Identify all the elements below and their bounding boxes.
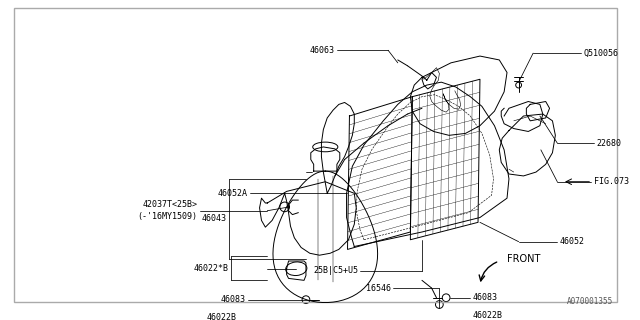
- Text: 16546: 16546: [366, 284, 391, 292]
- Text: 46022B: 46022B: [206, 313, 236, 320]
- Text: 46052A: 46052A: [218, 189, 248, 198]
- Text: 46063: 46063: [310, 46, 335, 55]
- Text: Q510056: Q510056: [584, 49, 618, 58]
- Text: 46022B: 46022B: [472, 311, 502, 320]
- Text: 25B|C5+U5: 25B|C5+U5: [313, 266, 358, 275]
- Text: 46022*B: 46022*B: [194, 264, 228, 273]
- Text: FIG.073: FIG.073: [594, 177, 629, 186]
- Text: 46083: 46083: [221, 295, 246, 304]
- Text: A070001355: A070001355: [567, 297, 613, 306]
- Text: 42037T<25B>: 42037T<25B>: [143, 200, 198, 209]
- Text: 46043: 46043: [202, 214, 227, 223]
- Text: 46083: 46083: [472, 293, 497, 302]
- Text: 22680: 22680: [596, 139, 621, 148]
- Text: 46052: 46052: [559, 237, 584, 246]
- Text: (-'16MY1509): (-'16MY1509): [138, 212, 198, 221]
- Text: FRONT: FRONT: [507, 254, 540, 264]
